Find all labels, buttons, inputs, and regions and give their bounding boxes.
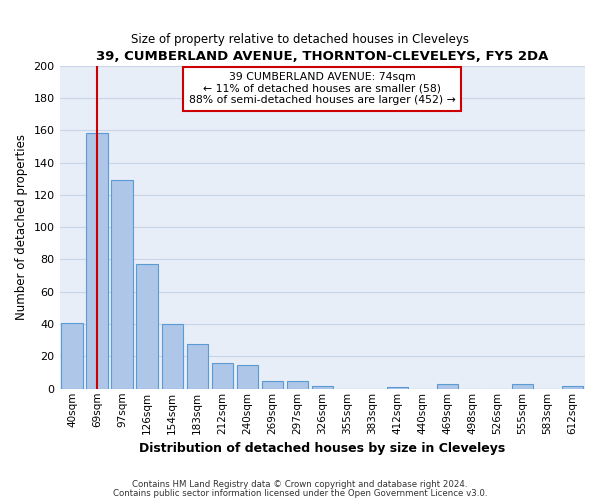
Bar <box>136 264 158 389</box>
Bar <box>287 380 308 389</box>
Title: 39, CUMBERLAND AVENUE, THORNTON-CLEVELEYS, FY5 2DA: 39, CUMBERLAND AVENUE, THORNTON-CLEVELEY… <box>96 50 548 63</box>
Bar <box>437 384 458 389</box>
Text: 39 CUMBERLAND AVENUE: 74sqm
← 11% of detached houses are smaller (58)
88% of sem: 39 CUMBERLAND AVENUE: 74sqm ← 11% of det… <box>189 72 455 105</box>
Text: Size of property relative to detached houses in Cleveleys: Size of property relative to detached ho… <box>131 32 469 46</box>
Bar <box>311 386 333 389</box>
Bar <box>512 384 533 389</box>
Text: Contains HM Land Registry data © Crown copyright and database right 2024.: Contains HM Land Registry data © Crown c… <box>132 480 468 489</box>
Text: Contains public sector information licensed under the Open Government Licence v3: Contains public sector information licen… <box>113 488 487 498</box>
Bar <box>86 134 108 389</box>
Bar <box>562 386 583 389</box>
Bar <box>387 387 408 389</box>
Bar <box>112 180 133 389</box>
X-axis label: Distribution of detached houses by size in Cleveleys: Distribution of detached houses by size … <box>139 442 505 455</box>
Bar <box>187 344 208 389</box>
Bar <box>161 324 183 389</box>
Bar <box>236 364 258 389</box>
Bar <box>61 322 83 389</box>
Y-axis label: Number of detached properties: Number of detached properties <box>15 134 28 320</box>
Bar <box>262 380 283 389</box>
Bar <box>212 363 233 389</box>
